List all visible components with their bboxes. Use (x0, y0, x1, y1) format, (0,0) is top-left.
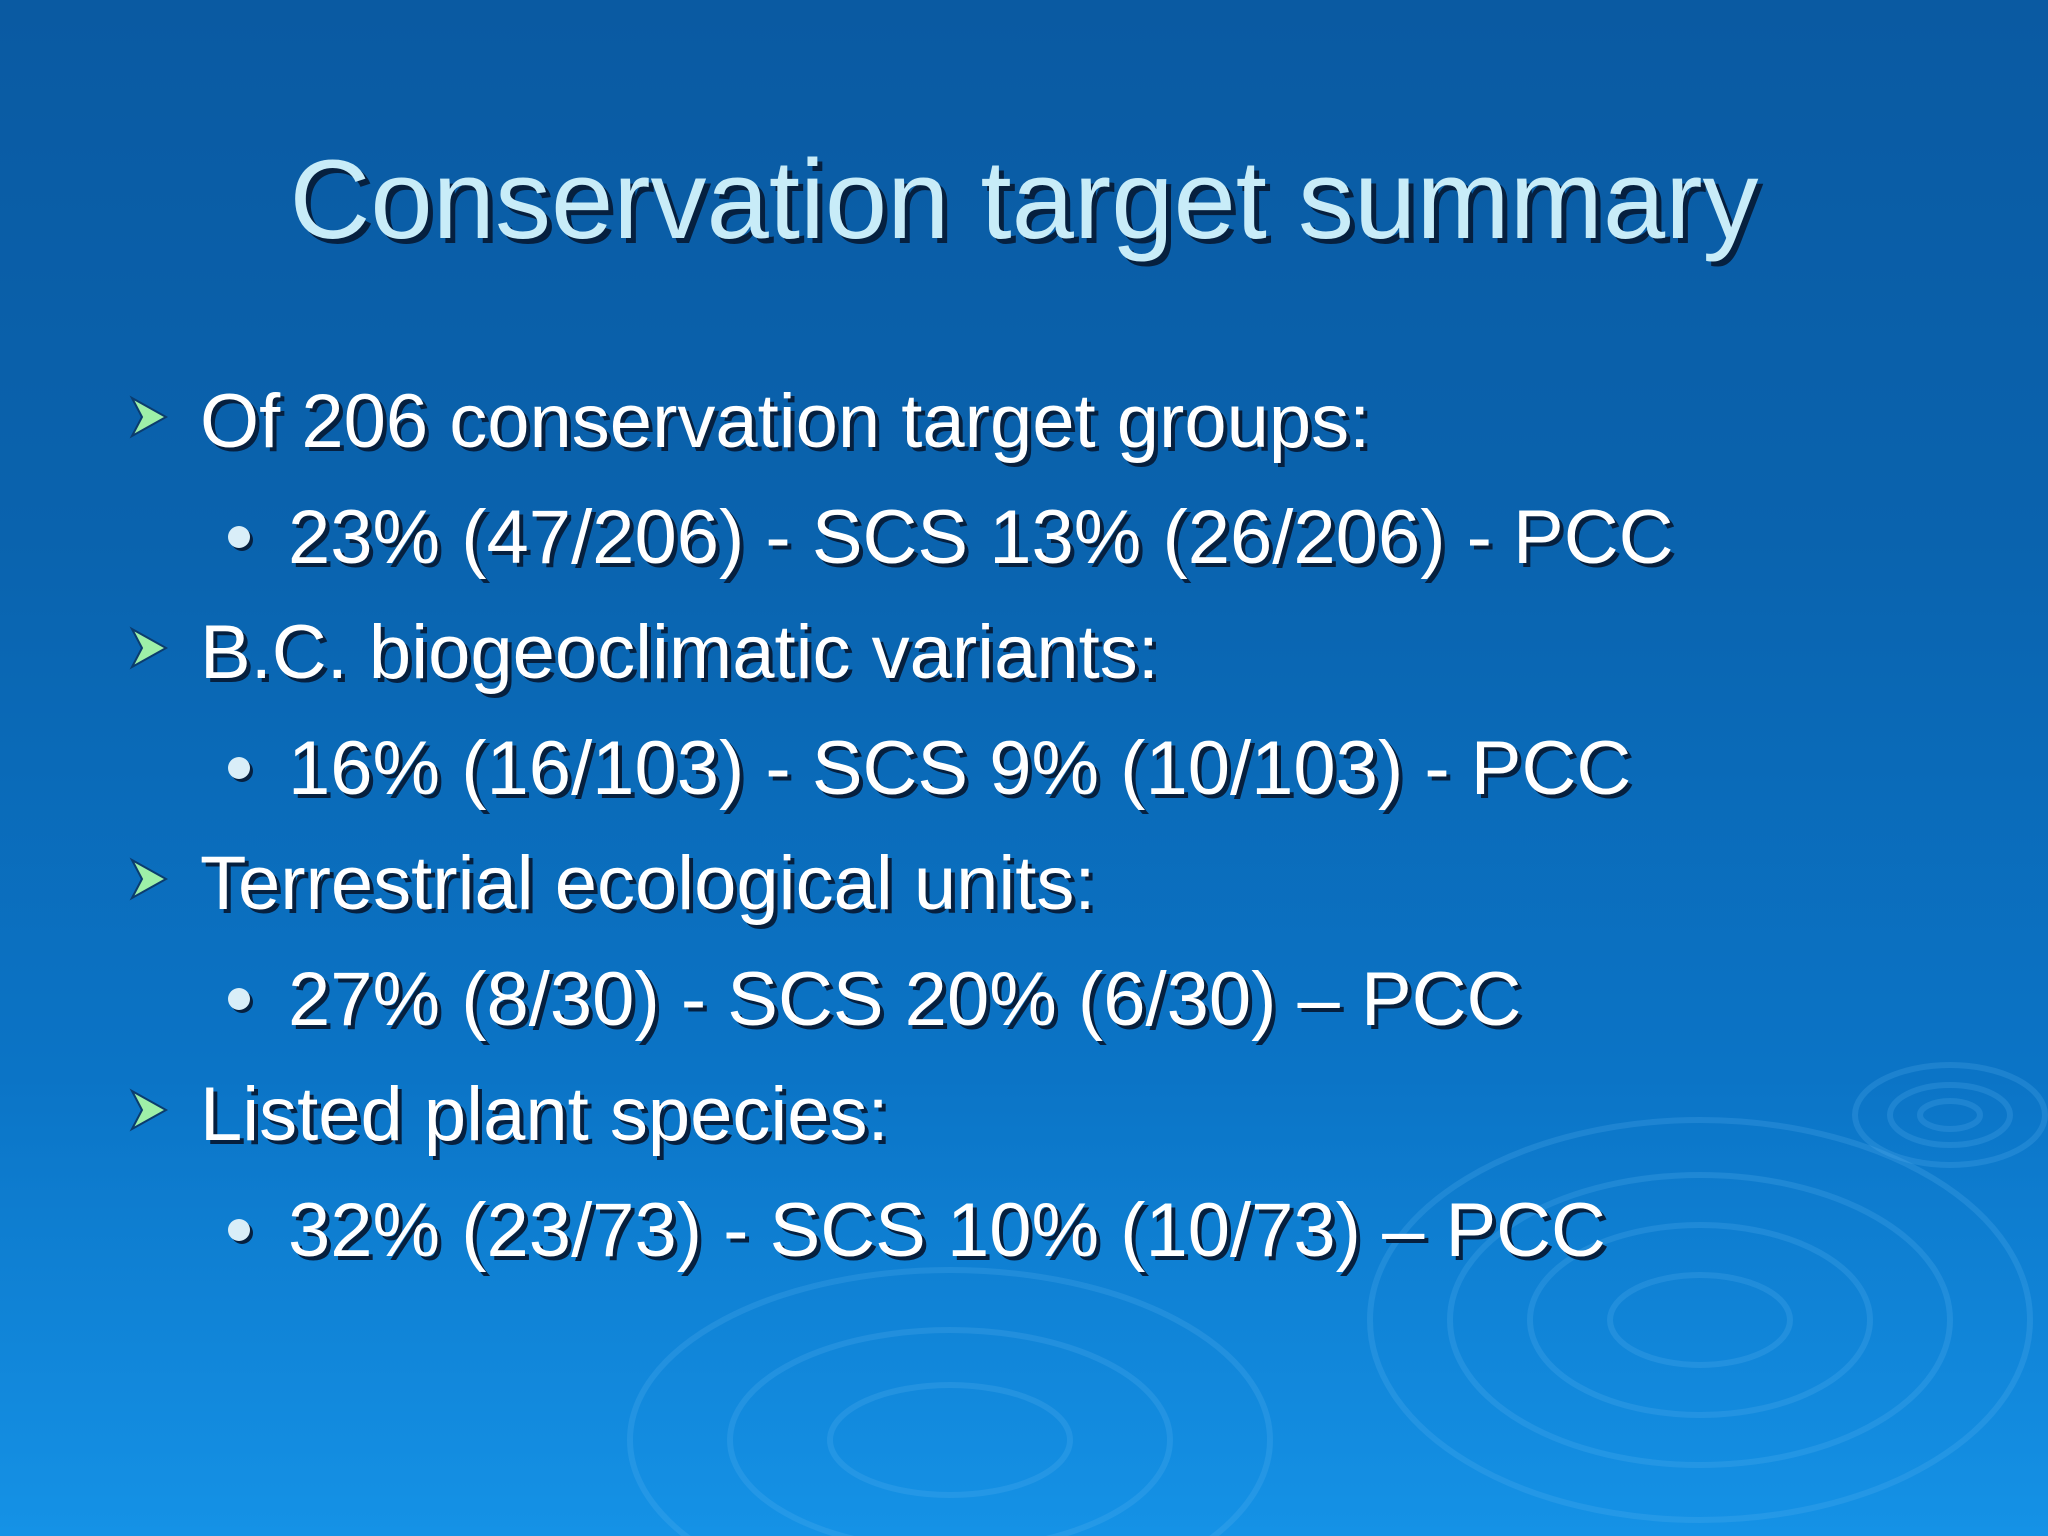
sub-bullet-text: 32% (23/73) - SCS 10% (10/73) – PCC (288, 1188, 1606, 1273)
sub-bullet-text: 23% (47/206) - SCS 13% (26/206) - PCC (288, 495, 1674, 580)
dot-bullet-icon (228, 526, 250, 548)
sub-bullet-text: 16% (16/103) - SCS 9% (10/103) - PCC (288, 726, 1632, 811)
bullet-label: Of 206 conservation target groups: (200, 379, 1371, 464)
bullet-label: Listed plant species: (200, 1072, 889, 1157)
bullet-item: B.C. biogeoclimatic variants: (0, 603, 2048, 703)
bullet-item: Terrestrial ecological units: (0, 834, 2048, 934)
arrow-bullet-icon (129, 395, 169, 439)
dot-bullet-icon (228, 757, 250, 779)
bullet-label: B.C. biogeoclimatic variants: (200, 610, 1159, 695)
sub-bullet-item: 27% (8/30) - SCS 20% (6/30) – PCC (0, 950, 2048, 1050)
dot-bullet-icon (228, 988, 250, 1010)
sub-bullet-item: 32% (23/73) - SCS 10% (10/73) – PCC (0, 1181, 2048, 1281)
bullet-item: Of 206 conservation target groups: (0, 372, 2048, 472)
arrow-bullet-icon (129, 626, 169, 670)
slide-title: Conservation target summary (289, 137, 1759, 262)
sub-bullet-item: 16% (16/103) - SCS 9% (10/103) - PCC (0, 719, 2048, 819)
bullet-label: Terrestrial ecological units: (200, 841, 1096, 926)
sub-bullet-text: 27% (8/30) - SCS 20% (6/30) – PCC (288, 957, 1522, 1042)
dot-bullet-icon (228, 1219, 250, 1241)
arrow-bullet-icon (129, 1088, 169, 1132)
sub-bullet-item: 23% (47/206) - SCS 13% (26/206) - PCC (0, 488, 2048, 588)
bullet-item: Listed plant species: (0, 1065, 2048, 1165)
arrow-bullet-icon (129, 857, 169, 901)
